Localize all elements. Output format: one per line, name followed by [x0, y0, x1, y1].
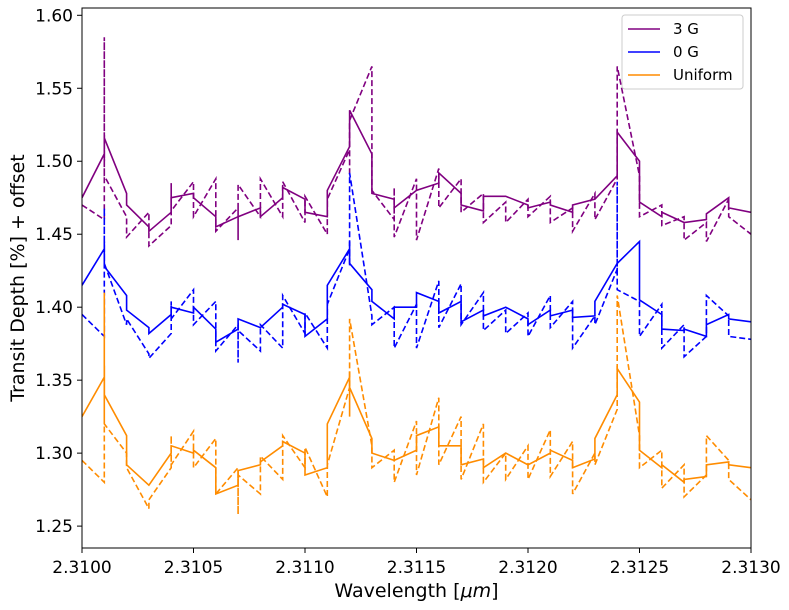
series-1-solid-line [82, 239, 751, 344]
x-axis-label: Wavelength [μm] [334, 580, 498, 602]
y-axis: 1.25 1.30 1.35 1.40 1.45 1.50 1.55 1.60 [35, 6, 82, 537]
legend-entry: 0 G [673, 43, 699, 61]
x-axis: 2.3100 2.3105 2.3110 2.3115 2.3120 2.3125 2.31… [52, 548, 781, 578]
x-tick-label: 2.3130 [721, 558, 780, 578]
x-tick-label: 2.3120 [498, 558, 557, 578]
series-0-solid-line [82, 109, 751, 234]
x-tick-label: 2.3100 [52, 558, 111, 578]
legend: 3 G 0 G Uniform [621, 14, 744, 90]
series-layer [82, 37, 751, 515]
y-tick-label: 1.40 [35, 298, 73, 318]
y-tick-label: 1.45 [35, 225, 73, 245]
y-tick-label: 1.30 [35, 444, 73, 464]
y-axis-label: Transit Depth [%] + offset [7, 154, 29, 403]
legend-entry: Uniform [673, 66, 733, 84]
series-2-dashed-line [82, 292, 751, 515]
y-tick-label: 1.55 [35, 79, 73, 99]
legend-box [621, 14, 744, 90]
legend-entry: 3 G [673, 20, 699, 38]
x-tick-label: 2.3115 [387, 558, 446, 578]
y-tick-label: 1.60 [35, 6, 73, 26]
x-tick-label: 2.3105 [164, 558, 223, 578]
y-tick-label: 1.25 [35, 517, 73, 537]
x-tick-label: 2.3110 [275, 558, 334, 578]
y-tick-label: 1.50 [35, 152, 73, 172]
series-2-solid-line [82, 365, 751, 496]
series-1-dashed-line [82, 172, 751, 363]
y-tick-label: 1.35 [35, 371, 73, 391]
x-tick-label: 2.3125 [610, 558, 669, 578]
